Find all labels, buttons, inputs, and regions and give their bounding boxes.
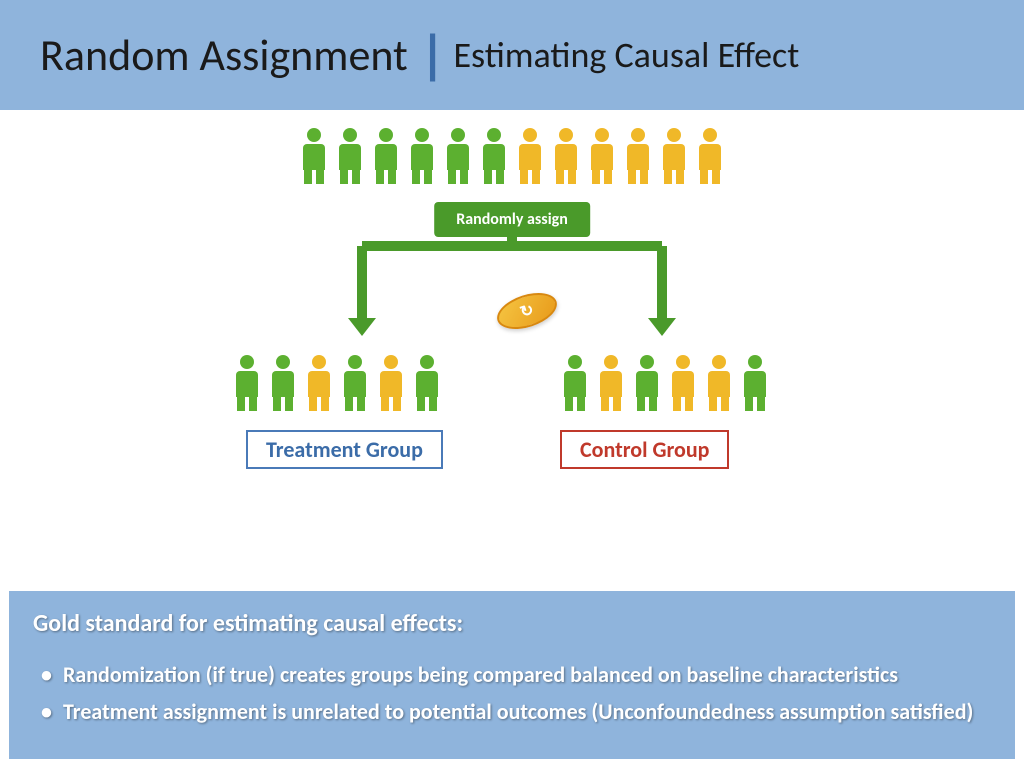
person-icon <box>268 355 298 413</box>
person-icon <box>740 355 770 413</box>
treatment-row <box>232 355 442 413</box>
person-icon <box>299 128 329 186</box>
control-group-label: Control Group <box>560 430 729 469</box>
person-icon <box>587 128 617 186</box>
title-separator: | <box>420 28 446 82</box>
person-icon <box>668 355 698 413</box>
treatment-group-label: Treatment Group <box>246 430 443 469</box>
person-icon <box>596 355 626 413</box>
person-icon <box>551 128 581 186</box>
footer-bullet: Randomization (if true) creates groups b… <box>41 660 991 690</box>
footer-bullets: Randomization (if true) creates groups b… <box>33 660 991 727</box>
person-icon <box>515 128 545 186</box>
control-row <box>560 355 770 413</box>
person-icon <box>443 128 473 186</box>
person-icon <box>376 355 406 413</box>
diagram-area: Randomly assign ↻ Treatment Group Contro… <box>0 110 1024 490</box>
title-main: Random Assignment <box>40 28 408 82</box>
person-icon <box>340 355 370 413</box>
person-icon <box>412 355 442 413</box>
population-row <box>299 128 725 186</box>
person-icon <box>659 128 689 186</box>
person-icon <box>371 128 401 186</box>
randomly-assign-box: Randomly assign <box>434 202 590 237</box>
person-icon <box>560 355 590 413</box>
slide-header: Random Assignment | Estimating Causal Ef… <box>0 0 1024 110</box>
footer-heading: Gold standard for estimating causal effe… <box>33 609 991 638</box>
split-arrows <box>292 234 732 354</box>
footer-bullet: Treatment assignment is unrelated to pot… <box>41 697 991 727</box>
person-icon <box>304 355 334 413</box>
title-sub: Estimating Causal Effect <box>453 33 799 77</box>
person-icon <box>623 128 653 186</box>
person-icon <box>232 355 262 413</box>
person-icon <box>335 128 365 186</box>
person-icon <box>704 355 734 413</box>
person-icon <box>632 355 662 413</box>
person-icon <box>407 128 437 186</box>
person-icon <box>479 128 509 186</box>
footer-panel: Gold standard for estimating causal effe… <box>8 590 1016 760</box>
person-icon <box>695 128 725 186</box>
